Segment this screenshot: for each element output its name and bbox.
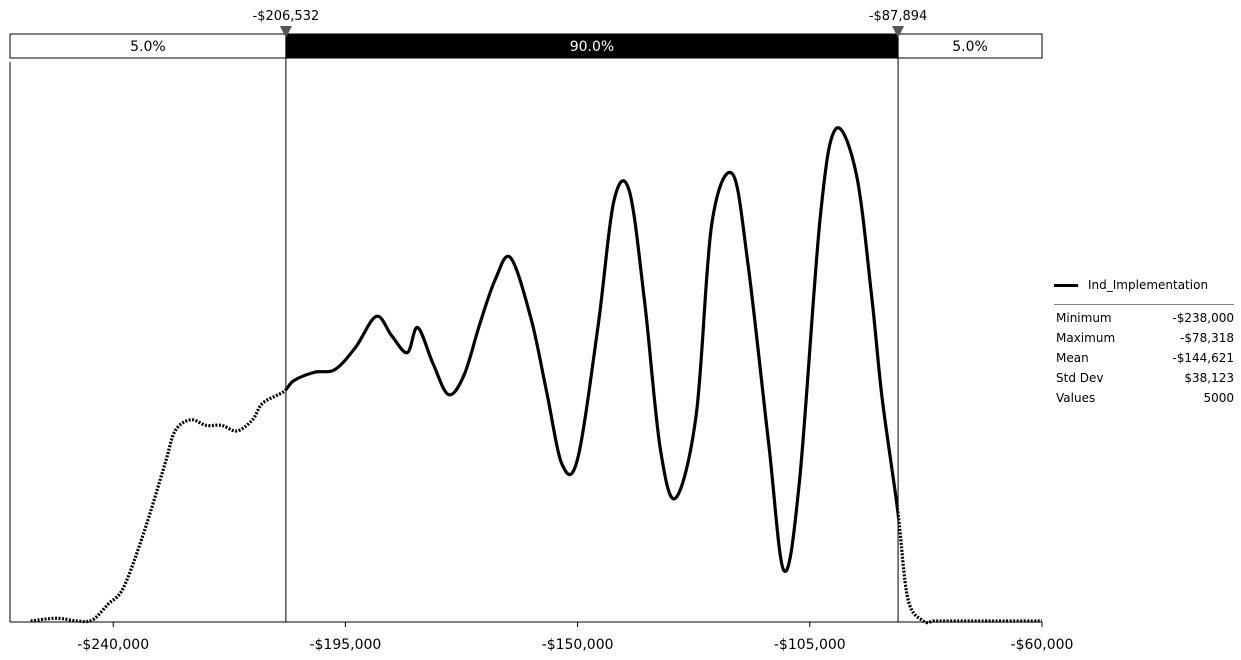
legend-swatch [1054, 283, 1078, 287]
stat-value: -$144,621 [1172, 351, 1234, 365]
stat-value: -$238,000 [1172, 311, 1234, 325]
stat-row-mean: Mean -$144,621 [1048, 348, 1234, 368]
stat-value: $38,123 [1184, 371, 1234, 385]
stat-value: -$78,318 [1180, 331, 1234, 345]
right-tail-segment [897, 33, 1043, 59]
left-tail-percent: 5.0% [130, 39, 166, 55]
left-delimiter-value: -$206,532 [253, 9, 320, 24]
right-delimiter-marker [892, 26, 905, 38]
plot-area [9, 58, 1042, 625]
legend-series-name: Ind_Implementation [1088, 278, 1209, 292]
right-delimiter-value: -$87,894 [869, 9, 927, 24]
middle-segment [285, 33, 899, 59]
legend-divider [1054, 304, 1234, 305]
x-axis: -$240,000 -$195,000 -$150,000 -$105,000 -$60… [10, 621, 1074, 653]
x-tick-label: -$105,000 [774, 637, 846, 653]
x-tick-label: -$150,000 [542, 637, 614, 653]
stat-label: Minimum [1056, 311, 1112, 325]
delimiter-bar: 5.0% 90.0% 5.0% -$206,532 -$87,894 [9, 9, 1043, 59]
left-delimiter-marker [279, 26, 292, 38]
legend-entry: Ind_Implementation [1048, 270, 1234, 300]
stat-label: Values [1056, 391, 1096, 405]
stat-label: Maximum [1056, 331, 1116, 345]
x-tick-label: -$195,000 [309, 637, 381, 653]
left-tail-segment [9, 33, 287, 59]
x-tick-label: -$60,000 [1011, 637, 1074, 653]
stat-label: Mean [1056, 351, 1089, 365]
right-tail-percent: 5.0% [952, 39, 988, 55]
middle-percent: 90.0% [570, 39, 614, 55]
stat-row-maximum: Maximum -$78,318 [1048, 328, 1234, 348]
series-line-dashed-tails [30, 126, 1042, 625]
legend: Ind_Implementation Minimum -$238,000 Max… [1048, 270, 1234, 408]
stat-value: 5000 [1203, 391, 1234, 405]
stat-row-values: Values 5000 [1048, 388, 1234, 408]
stat-row-minimum: Minimum -$238,000 [1048, 308, 1234, 328]
series-line-solid [285, 126, 899, 573]
x-tick-label: -$240,000 [77, 637, 149, 653]
stat-row-std-dev: Std Dev $38,123 [1048, 368, 1234, 388]
stat-label: Std Dev [1056, 371, 1104, 385]
